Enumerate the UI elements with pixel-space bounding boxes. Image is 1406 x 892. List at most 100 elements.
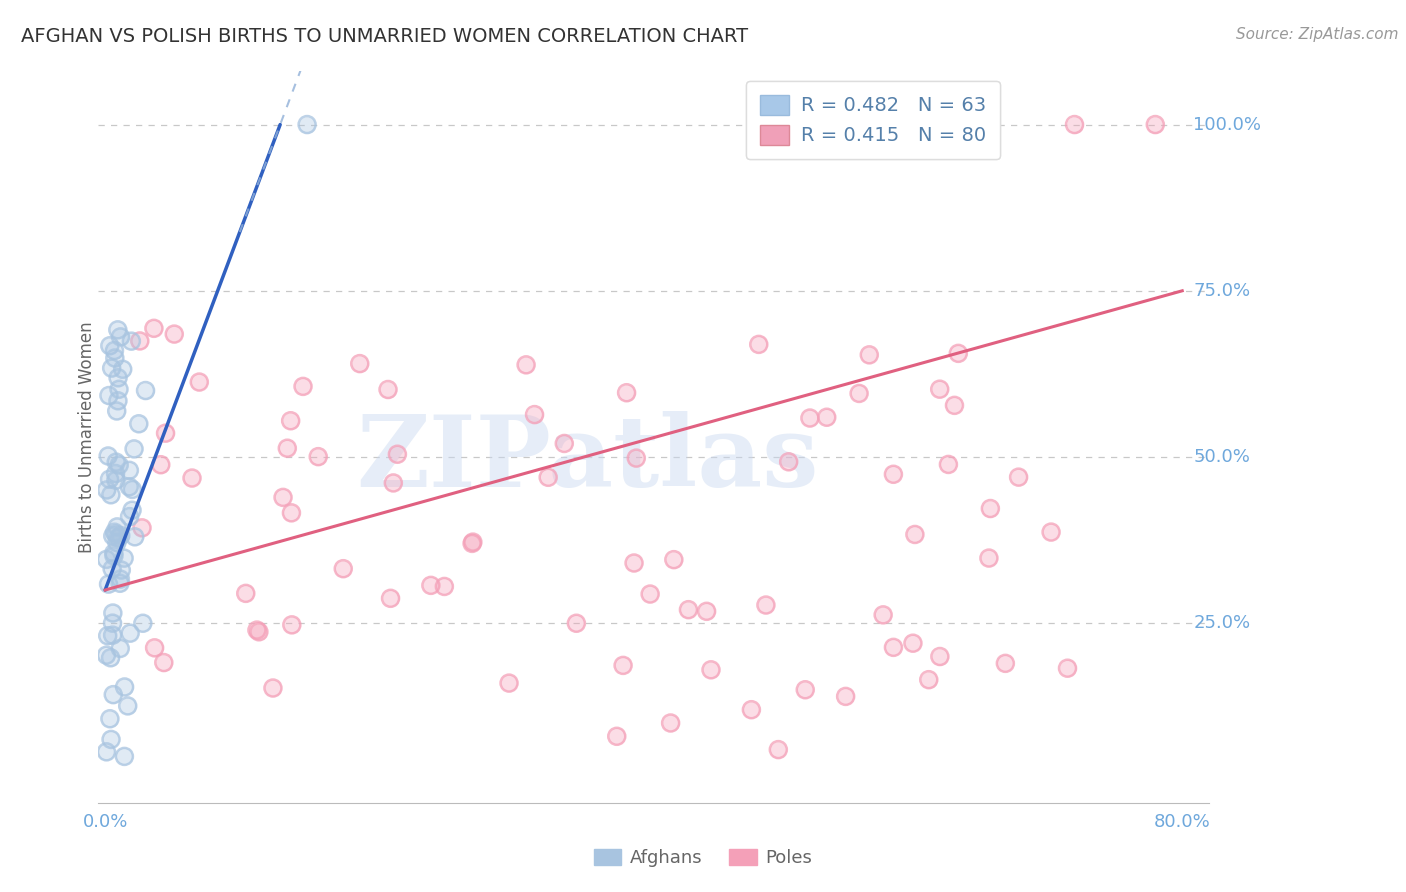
Point: [103, 549, 125, 563]
Point: [101, 562, 124, 576]
Point: [163, 327, 186, 342]
Point: [101, 616, 124, 631]
Point: [662, 552, 685, 566]
Point: [262, 681, 284, 695]
Point: [276, 441, 298, 455]
Point: [181, 471, 204, 485]
Point: [943, 398, 966, 412]
Point: [246, 623, 269, 637]
Point: [872, 607, 894, 622]
Point: [1144, 118, 1167, 132]
Point: [128, 417, 150, 431]
Point: [114, 680, 136, 694]
Point: [979, 501, 1001, 516]
Point: [433, 579, 456, 593]
Point: [103, 525, 125, 540]
Point: [110, 528, 132, 542]
Point: [101, 628, 124, 642]
Point: [235, 586, 257, 600]
Point: [979, 501, 1001, 516]
Point: [118, 509, 141, 524]
Point: [105, 404, 128, 418]
Point: [281, 618, 304, 632]
Point: [419, 578, 441, 592]
Legend: R = 0.482   N = 63, R = 0.415   N = 80: R = 0.482 N = 63, R = 0.415 N = 80: [747, 81, 1000, 159]
Text: 100.0%: 100.0%: [1194, 116, 1261, 134]
Point: [848, 386, 870, 401]
Point: [928, 382, 950, 396]
Point: [901, 636, 924, 650]
Point: [612, 658, 634, 673]
Point: [626, 451, 648, 466]
Point: [281, 618, 304, 632]
Point: [799, 411, 821, 425]
Legend: Afghans, Poles: Afghans, Poles: [586, 841, 820, 874]
Point: [132, 616, 155, 631]
Point: [834, 690, 856, 704]
Point: [100, 732, 122, 747]
Point: [280, 414, 302, 428]
Point: [98, 712, 121, 726]
Point: [994, 657, 1017, 671]
Point: [565, 616, 588, 631]
Point: [155, 426, 177, 441]
Point: [108, 458, 131, 472]
Point: [105, 535, 128, 549]
Point: [104, 473, 127, 487]
Point: [380, 591, 402, 606]
Point: [97, 388, 120, 402]
Point: [565, 616, 588, 631]
Point: [107, 531, 129, 545]
Point: [104, 351, 127, 365]
Point: [100, 488, 122, 502]
Point: [107, 371, 129, 385]
Point: [101, 529, 124, 543]
Point: [107, 531, 129, 545]
Point: [553, 436, 575, 450]
Point: [659, 716, 682, 731]
Point: [97, 629, 120, 643]
Point: [104, 467, 127, 481]
Point: [121, 503, 143, 517]
Point: [103, 343, 125, 358]
Point: [128, 334, 150, 348]
Point: [118, 463, 141, 477]
Point: [280, 506, 302, 520]
Point: [740, 703, 762, 717]
Point: [105, 455, 128, 469]
Point: [103, 688, 125, 702]
Point: [387, 447, 409, 461]
Point: [104, 527, 127, 541]
Point: [135, 384, 157, 398]
Point: [110, 563, 132, 577]
Point: [928, 649, 950, 664]
Point: [1063, 118, 1085, 132]
Point: [537, 470, 560, 484]
Point: [858, 348, 880, 362]
Point: [110, 528, 132, 542]
Point: [292, 379, 315, 393]
Point: [100, 732, 122, 747]
Point: [918, 673, 941, 687]
Point: [122, 442, 145, 456]
Point: [815, 410, 838, 425]
Point: [96, 745, 118, 759]
Point: [149, 458, 172, 472]
Point: [105, 520, 128, 534]
Point: [271, 491, 294, 505]
Point: [778, 455, 800, 469]
Text: 25.0%: 25.0%: [1194, 615, 1250, 632]
Point: [938, 458, 960, 472]
Point: [755, 598, 778, 612]
Point: [755, 598, 778, 612]
Point: [235, 586, 257, 600]
Point: [247, 624, 270, 639]
Point: [96, 552, 118, 566]
Point: [948, 346, 970, 360]
Point: [696, 604, 718, 618]
Point: [103, 343, 125, 358]
Point: [799, 411, 821, 425]
Point: [678, 602, 700, 616]
Point: [101, 616, 124, 631]
Point: [433, 579, 456, 593]
